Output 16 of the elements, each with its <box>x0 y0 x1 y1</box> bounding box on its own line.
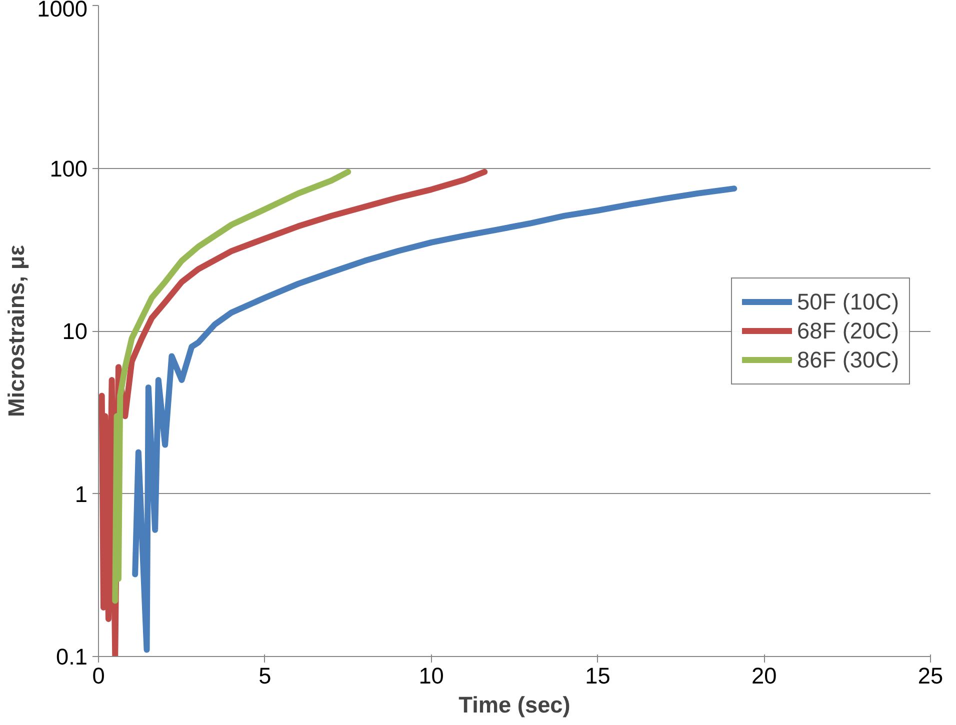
legend-label: 68F (20C) <box>797 317 899 344</box>
y-tick-label: 10 <box>62 318 88 344</box>
y-tick-label: 100 <box>50 155 88 182</box>
legend-label: 50F (10C) <box>797 288 899 315</box>
y-axis-title: Microstrains, με <box>3 244 30 417</box>
x-tick-label: 0 <box>92 662 105 688</box>
y-tick-label: 0.1 <box>56 644 88 670</box>
x-tick-label: 5 <box>258 662 272 688</box>
x-axis-title: Time (sec) <box>458 692 570 718</box>
x-tick-label: 20 <box>752 662 777 688</box>
legend-label: 86F (30C) <box>797 346 899 373</box>
x-tick-label: 15 <box>585 662 610 688</box>
x-tick-label: 10 <box>418 662 444 688</box>
y-tick-label: 1 <box>74 480 88 507</box>
x-tick-label: 25 <box>918 662 944 688</box>
y-tick-label: 1000 <box>37 0 88 22</box>
